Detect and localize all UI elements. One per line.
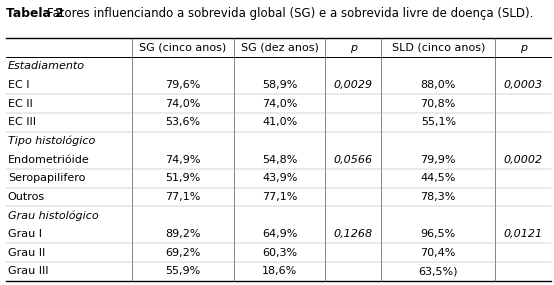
Text: 0,0029: 0,0029 <box>334 80 373 90</box>
Text: 74,0%: 74,0% <box>165 99 201 109</box>
Text: 70,4%: 70,4% <box>420 248 456 258</box>
Text: 78,3%: 78,3% <box>420 192 456 202</box>
Text: 0,1268: 0,1268 <box>334 229 373 239</box>
Text: 70,8%: 70,8% <box>420 99 456 109</box>
Text: SG (cinco anos): SG (cinco anos) <box>140 43 227 53</box>
Text: 0,0121: 0,0121 <box>504 229 543 239</box>
Text: p: p <box>520 43 527 53</box>
Text: EC II: EC II <box>8 99 33 109</box>
Text: 74,0%: 74,0% <box>262 99 297 109</box>
Text: Grau I: Grau I <box>8 229 42 239</box>
Text: 96,5%: 96,5% <box>420 229 456 239</box>
Text: 51,9%: 51,9% <box>166 173 201 183</box>
Text: 79,9%: 79,9% <box>420 154 456 165</box>
Text: Grau histológico: Grau histológico <box>8 210 99 221</box>
Text: Estadiamento: Estadiamento <box>8 62 85 72</box>
Text: 79,6%: 79,6% <box>165 80 201 90</box>
Text: 53,6%: 53,6% <box>166 117 201 127</box>
Text: 64,9%: 64,9% <box>262 229 297 239</box>
Text: 54,8%: 54,8% <box>262 154 297 165</box>
Text: 74,9%: 74,9% <box>165 154 201 165</box>
Text: Fatores influenciando a sobrevida global (SG) e a sobrevida livre de doença (SLD: Fatores influenciando a sobrevida global… <box>47 7 534 20</box>
Text: 0,0003: 0,0003 <box>504 80 543 90</box>
Text: SG (dez anos): SG (dez anos) <box>241 43 319 53</box>
Text: Grau II: Grau II <box>8 248 45 258</box>
Text: Tipo histológico: Tipo histológico <box>8 136 95 146</box>
Text: 60,3%: 60,3% <box>262 248 297 258</box>
Text: Seropapilifero: Seropapilifero <box>8 173 85 183</box>
Text: 18,6%: 18,6% <box>262 266 297 276</box>
Text: 63,5%): 63,5%) <box>418 266 458 276</box>
Text: 55,9%: 55,9% <box>166 266 201 276</box>
Text: 0,0002: 0,0002 <box>504 154 543 165</box>
Text: 41,0%: 41,0% <box>262 117 297 127</box>
Text: Outros: Outros <box>8 192 45 202</box>
Text: Grau III: Grau III <box>8 266 48 276</box>
Text: EC I: EC I <box>8 80 29 90</box>
Text: 58,9%: 58,9% <box>262 80 297 90</box>
Text: 44,5%: 44,5% <box>420 173 456 183</box>
Text: 77,1%: 77,1% <box>165 192 201 202</box>
Text: Endometrióide: Endometrióide <box>8 154 90 165</box>
Text: 77,1%: 77,1% <box>262 192 297 202</box>
Text: 69,2%: 69,2% <box>165 248 201 258</box>
Text: Tabela 2: Tabela 2 <box>6 7 63 20</box>
Text: SLD (cinco anos): SLD (cinco anos) <box>392 43 485 53</box>
Text: EC III: EC III <box>8 117 36 127</box>
Text: 43,9%: 43,9% <box>262 173 297 183</box>
Text: 55,1%: 55,1% <box>420 117 456 127</box>
Text: 0,0566: 0,0566 <box>334 154 373 165</box>
Text: p: p <box>350 43 357 53</box>
Text: 88,0%: 88,0% <box>420 80 456 90</box>
Text: 89,2%: 89,2% <box>165 229 201 239</box>
